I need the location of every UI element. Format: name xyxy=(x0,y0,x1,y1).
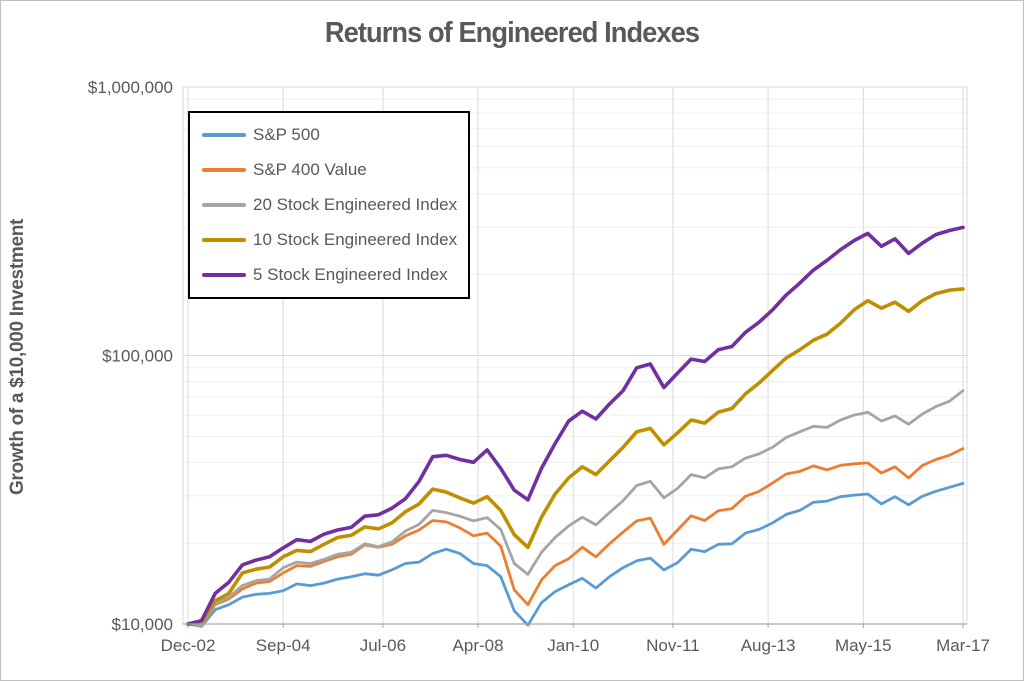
x-tick-label: Dec-02 xyxy=(161,636,216,655)
x-tick-label: Nov-11 xyxy=(646,636,700,655)
y-tick-label: $10,000 xyxy=(112,615,173,634)
legend-entry: 20 Stock Engineered Index xyxy=(202,195,468,215)
x-tick-label: Mar-17 xyxy=(936,636,990,655)
legend-line-swatch xyxy=(202,167,246,172)
chart-legend: S&P 500 S&P 400 Value 20 Stock Engineered … xyxy=(188,111,470,299)
series-line-s-p-400-value xyxy=(186,447,965,627)
x-tick-label: Apr-08 xyxy=(453,636,504,655)
legend-entry: S&P 400 Value xyxy=(202,160,468,180)
legend-line-swatch xyxy=(202,132,246,137)
legend-entry: S&P 500 xyxy=(202,125,468,145)
chart-title: Returns of Engineered Indexes xyxy=(324,17,700,49)
x-tick-label: Jan-10 xyxy=(547,636,599,655)
x-tick-label: Sep-04 xyxy=(256,636,311,655)
legend-label: 10 Stock Engineered Index xyxy=(253,230,458,250)
legend-line-swatch xyxy=(202,238,246,243)
legend-label: S&P 500 xyxy=(253,124,320,144)
y-tick-label: $100,000 xyxy=(102,347,173,366)
legend-line-swatch xyxy=(202,273,246,278)
legend-entry: 5 Stock Engineered Index xyxy=(202,265,468,285)
series-line-10-stock-engineered-index xyxy=(186,287,965,626)
legend-line-swatch xyxy=(202,202,246,207)
series-line-20-stock-engineered-index xyxy=(186,389,965,627)
legend-label: S&P 400 Value xyxy=(253,159,367,179)
x-tick-label: Aug-13 xyxy=(741,636,796,655)
x-tick-label: May-15 xyxy=(835,636,892,655)
legend-label: 20 Stock Engineered Index xyxy=(253,194,458,214)
legend-label: 5 Stock Engineered Index xyxy=(253,265,448,285)
legend-entry: 10 Stock Engineered Index xyxy=(202,230,468,250)
series-line-s-p-500 xyxy=(186,481,965,628)
x-tick-label: Jul-06 xyxy=(360,636,406,655)
series-line-5-stock-engineered-index xyxy=(186,225,965,626)
y-tick-label: $1,000,000 xyxy=(88,78,173,97)
